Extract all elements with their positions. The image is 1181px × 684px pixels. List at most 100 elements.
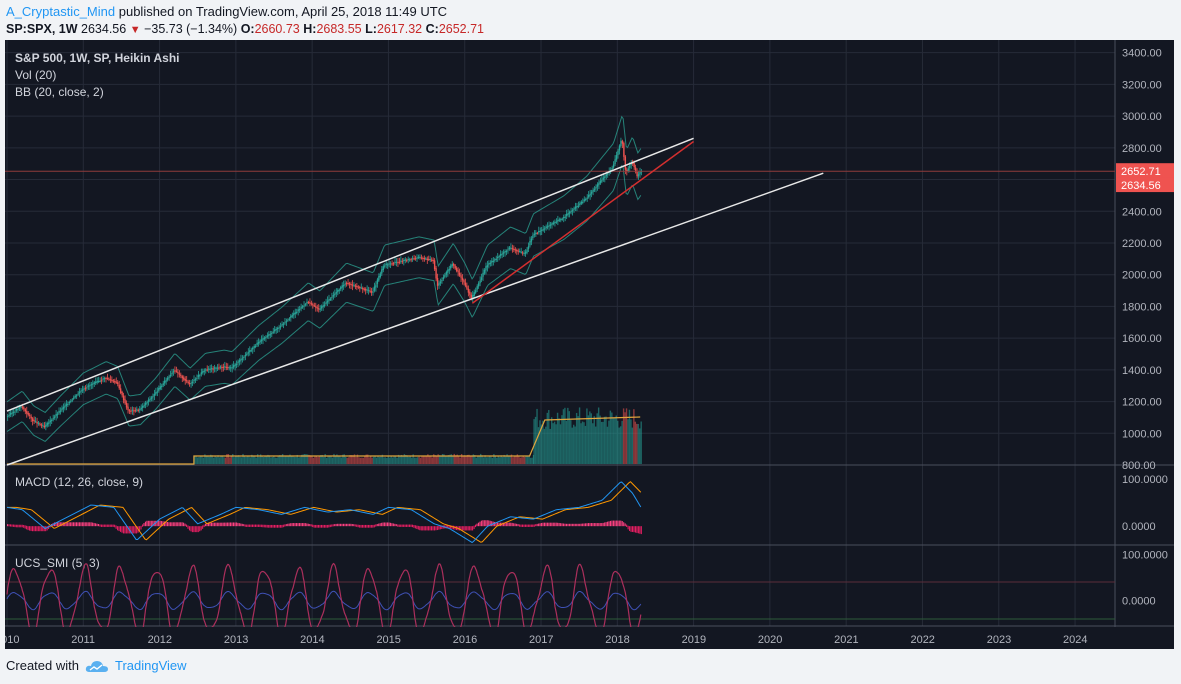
candle-body bbox=[93, 382, 95, 384]
macd-hist-bar bbox=[313, 524, 315, 528]
macd-hist-bar bbox=[482, 520, 484, 527]
macd-hist-bar bbox=[607, 521, 609, 527]
macd-hist-bar bbox=[337, 523, 339, 527]
volume-bar bbox=[374, 455, 376, 464]
macd-hist-bar bbox=[344, 523, 346, 527]
macd-hist-bar bbox=[212, 522, 214, 527]
candle-body bbox=[215, 367, 217, 369]
candle-body bbox=[61, 408, 63, 411]
macd-hist-bar bbox=[637, 526, 639, 534]
macd-hist-bar bbox=[347, 523, 349, 527]
candle-body bbox=[529, 240, 531, 246]
macd-hist-bar bbox=[246, 524, 248, 527]
candle-body bbox=[30, 416, 32, 419]
volume-bar bbox=[571, 427, 573, 464]
tradingview-logo[interactable]: TradingView bbox=[85, 658, 187, 673]
macd-hist-bar bbox=[461, 526, 463, 531]
macd-hist-bar bbox=[75, 522, 78, 527]
macd-hist-bar bbox=[491, 521, 493, 527]
candle-body bbox=[508, 247, 511, 250]
candle-body bbox=[384, 265, 386, 267]
candle-body bbox=[319, 308, 321, 310]
candle-body bbox=[298, 309, 301, 311]
candle-body bbox=[165, 380, 167, 382]
candle-body bbox=[513, 248, 515, 250]
candle-body bbox=[502, 252, 505, 254]
chart-background bbox=[5, 40, 1174, 649]
candle-body bbox=[391, 263, 393, 265]
candle-body bbox=[369, 290, 371, 292]
candle-body bbox=[495, 258, 497, 260]
macd-legend: MACD (12, 26, close, 9) bbox=[15, 475, 143, 489]
candle-body bbox=[117, 382, 119, 385]
footer: Created with TradingView bbox=[6, 658, 187, 673]
volume-bar bbox=[485, 457, 488, 464]
volume-bar bbox=[276, 457, 278, 464]
price-tick-label: 800.00 bbox=[1122, 460, 1156, 472]
macd-hist-bar bbox=[480, 520, 482, 527]
volume-bar bbox=[412, 454, 414, 464]
price-tick-label: 2800.00 bbox=[1122, 143, 1162, 155]
candle-body bbox=[571, 210, 574, 212]
candle-body bbox=[624, 156, 627, 170]
macd-hist-bar bbox=[118, 526, 120, 532]
time-tick-label: 2020 bbox=[758, 634, 782, 646]
candle-body bbox=[477, 283, 480, 287]
candle-body bbox=[80, 390, 82, 392]
volume-bar bbox=[533, 419, 535, 464]
candle-body bbox=[411, 258, 414, 260]
volume-bar bbox=[262, 456, 265, 464]
candle-body bbox=[527, 246, 530, 249]
candle-body bbox=[263, 337, 266, 340]
volume-bar bbox=[349, 455, 351, 464]
macd-hist-bar bbox=[284, 524, 286, 527]
candle-body bbox=[9, 412, 12, 415]
candle-body bbox=[161, 385, 163, 388]
macd-hist-bar bbox=[419, 526, 421, 531]
volume-bar bbox=[342, 454, 344, 464]
candle-body bbox=[607, 173, 609, 175]
candle-body bbox=[505, 250, 508, 252]
candle-body bbox=[241, 358, 244, 360]
volume-bar bbox=[308, 454, 310, 464]
candle-body bbox=[175, 370, 178, 372]
candle-body bbox=[543, 228, 546, 230]
macd-hist-bar bbox=[426, 526, 428, 531]
volume-bar bbox=[577, 416, 579, 464]
macd-hist-bar bbox=[542, 522, 544, 527]
volume-bar bbox=[536, 408, 538, 464]
macd-hist-bar bbox=[197, 526, 199, 533]
volume-bar bbox=[394, 456, 397, 464]
volume-bar bbox=[399, 456, 401, 464]
macd-hist-bar bbox=[70, 522, 72, 527]
macd-hist-bar bbox=[310, 524, 312, 527]
macd-hist-bar bbox=[392, 523, 394, 527]
volume-bar bbox=[372, 456, 375, 464]
volume-bar bbox=[277, 456, 279, 464]
chart-canvas[interactable]: 800.00 1000.00 1200.00 1400.00 1600.00 1800.0… bbox=[5, 40, 1174, 649]
volume-bar bbox=[568, 411, 571, 464]
candle-body bbox=[118, 384, 120, 389]
candle-body bbox=[18, 407, 21, 409]
candle-body bbox=[612, 164, 615, 168]
candle-body bbox=[29, 414, 31, 416]
candle-body bbox=[592, 189, 594, 192]
publish-info: A_Cryptastic_Mind published on TradingVi… bbox=[6, 4, 447, 19]
volume-bar bbox=[267, 454, 269, 464]
candle-body bbox=[426, 258, 428, 261]
volume-bar bbox=[286, 455, 288, 464]
candle-body bbox=[340, 287, 342, 290]
volume-bar bbox=[421, 455, 423, 464]
volume-bar bbox=[631, 427, 634, 464]
candle-body bbox=[114, 381, 116, 383]
author-link[interactable]: A_Cryptastic_Mind bbox=[6, 4, 116, 19]
candle-body bbox=[172, 371, 175, 373]
volume-bar bbox=[208, 456, 210, 464]
volume-bar bbox=[462, 455, 464, 464]
candle-body bbox=[626, 169, 628, 172]
volume-bar bbox=[549, 428, 551, 464]
volume-bar bbox=[490, 456, 492, 464]
macd-hist-bar bbox=[67, 522, 69, 527]
candle-body bbox=[425, 258, 427, 260]
volume-bar bbox=[516, 454, 519, 464]
